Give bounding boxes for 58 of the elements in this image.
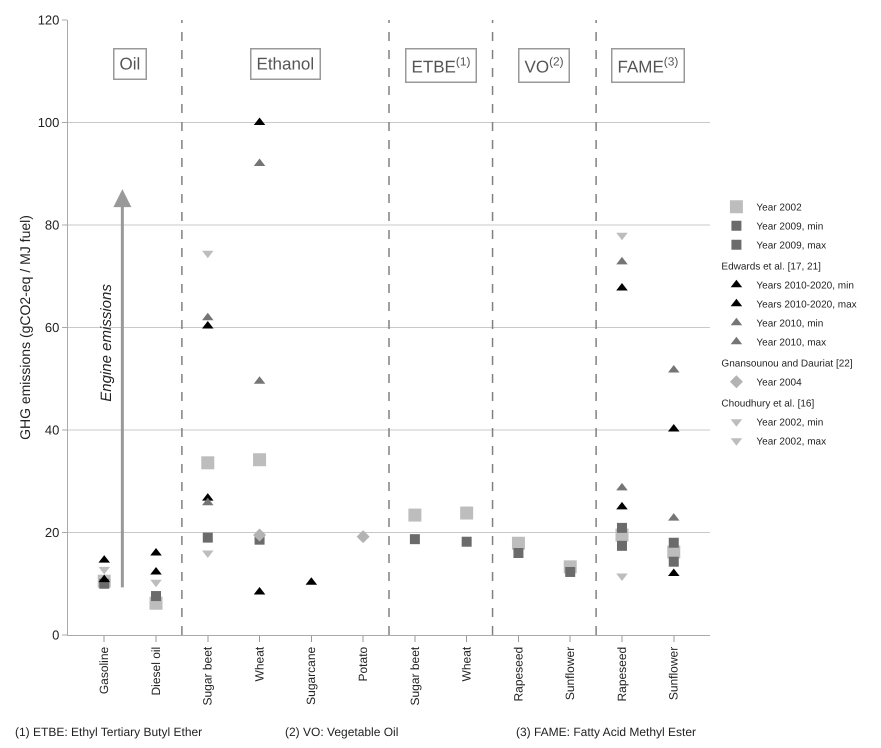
x-tick-label: Wheat xyxy=(252,646,266,682)
point xyxy=(565,566,576,577)
point xyxy=(151,591,162,602)
point xyxy=(253,453,266,466)
legend-label: Years 2010-2020, min xyxy=(756,280,854,292)
point xyxy=(408,508,422,522)
y-axis-title: GHG emissions (gCO2-eq / MJ fuel) xyxy=(17,215,33,440)
point xyxy=(356,530,370,544)
legend-label: Year 2002 xyxy=(756,202,802,214)
text: Gnansounou and Dauriat [22] xyxy=(721,358,853,370)
point xyxy=(668,538,679,548)
point xyxy=(616,540,627,551)
x-tick-label: Rapeseed xyxy=(614,646,629,702)
text: (2) VO: Vegetable Oil xyxy=(285,725,398,739)
legend-label: Year 2010, min xyxy=(756,318,824,330)
annotation: Engine emissions xyxy=(98,284,115,402)
x-tick-label: Wheat xyxy=(460,646,474,682)
x-tick-label: Sunflower xyxy=(563,646,578,700)
legend-label: Years 2010-2020, max xyxy=(756,300,857,311)
y-tick-label: 0 xyxy=(52,628,60,643)
annotation: VO$^{(2)}$ xyxy=(524,54,564,77)
y-tick-label: 80 xyxy=(44,218,60,233)
legend-label: Year 2002, min xyxy=(756,418,824,429)
text: Edwards et al. [17, 21] xyxy=(721,262,822,273)
point xyxy=(616,522,627,533)
legend-label: Year 2009, min xyxy=(756,222,824,233)
y-tick-label: 120 xyxy=(38,12,60,28)
point xyxy=(202,532,213,543)
y-tick-label: 60 xyxy=(44,320,60,336)
x-tick-label: Diesel oil xyxy=(148,646,163,696)
legend-label: Year 2010, max xyxy=(756,338,826,349)
annotation: ETBE$^{(1)}$ xyxy=(412,54,470,77)
point xyxy=(201,456,214,470)
point xyxy=(513,548,524,558)
legend-label: Year 2004 xyxy=(756,378,802,389)
annotation: Ethanol xyxy=(256,54,314,74)
y-tick-label: 20 xyxy=(44,525,60,540)
text: (3) FAME: Fatty Acid Methyl Ester xyxy=(516,725,696,739)
x-tick-label: Sugar beet xyxy=(200,646,215,706)
point xyxy=(410,534,420,544)
annotation: FAME$^{(3)}$ xyxy=(618,54,678,77)
point xyxy=(253,528,266,542)
x-tick-label: Gasoline xyxy=(97,646,112,694)
point xyxy=(462,536,472,547)
y-tick-label: 40 xyxy=(44,422,60,438)
annotation: Oil xyxy=(120,54,140,74)
y-tick-label: 100 xyxy=(38,115,60,130)
x-tick-label: Rapeseed xyxy=(511,646,526,702)
legend-label: Year 2009, max xyxy=(756,240,826,252)
point xyxy=(460,506,474,520)
x-tick-label: Sugar beet xyxy=(408,646,422,706)
text: (1) ETBE: Ethyl Tertiary Butyl Ether xyxy=(15,725,202,739)
x-tick-label: Sunflower xyxy=(666,646,681,700)
point xyxy=(668,556,679,567)
x-tick-label: Potato xyxy=(356,646,370,682)
text: Choudhury et al. [16] xyxy=(721,398,814,410)
x-tick-label: Sugarcane xyxy=(304,646,318,705)
legend-label: Year 2002, max xyxy=(756,436,826,448)
